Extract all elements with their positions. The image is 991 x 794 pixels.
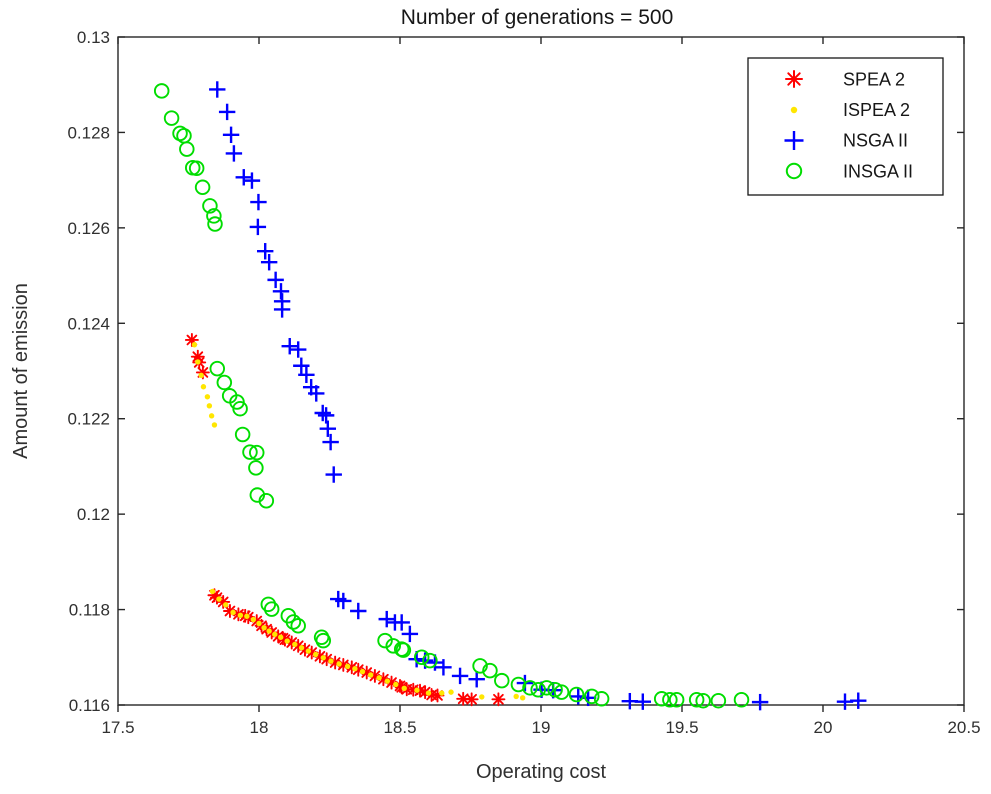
x-tick-label: 20.5 bbox=[947, 718, 980, 737]
legend-box bbox=[747, 57, 944, 196]
x-tick-label: 19.5 bbox=[665, 718, 698, 737]
y-axis-label: Amount of emission bbox=[10, 283, 32, 459]
y-tick-label: 0.13 bbox=[77, 28, 110, 47]
y-tick-label: 0.122 bbox=[67, 410, 110, 429]
x-tick-label: 17.5 bbox=[101, 718, 134, 737]
y-tick-label: 0.126 bbox=[67, 219, 110, 238]
legend-label-ispea2: ISPEA 2 bbox=[843, 100, 910, 120]
dot-marker-icon bbox=[790, 106, 798, 114]
legend-item-spea2: SPEA 2 bbox=[785, 70, 905, 90]
plus-marker-icon bbox=[784, 131, 804, 150]
legend-label-nsga2: NSGA II bbox=[843, 131, 908, 151]
circle-marker-icon bbox=[785, 162, 803, 180]
x-tick-label: 20 bbox=[814, 718, 833, 737]
y-tick-label: 0.124 bbox=[67, 314, 110, 333]
y-tick-label: 0.12 bbox=[77, 505, 110, 524]
legend-label-spea2: SPEA 2 bbox=[843, 70, 905, 90]
series-insga-ii bbox=[153, 83, 750, 709]
y-tick-label: 0.128 bbox=[67, 123, 110, 142]
chart-title: Number of generations = 500 bbox=[401, 6, 674, 29]
plot-generated-layer: 17.5 18 18.5 19 19.5 20 20.5 0.116 0.118 0.12 0.12… bbox=[67, 28, 980, 737]
y-tick-label: 0.118 bbox=[69, 601, 110, 620]
asterisk-marker-icon bbox=[785, 70, 803, 88]
x-tick-label: 18.5 bbox=[383, 718, 416, 737]
x-tick-label: 19 bbox=[532, 718, 551, 737]
series-ispea-2 bbox=[191, 342, 526, 701]
legend: SPEA 2 ISPEA 2 NSGA II INSGA II bbox=[747, 57, 944, 196]
y-tick-label: 0.116 bbox=[69, 696, 110, 715]
legend-item-ispea2: ISPEA 2 bbox=[790, 100, 910, 120]
series-nsga-ii bbox=[209, 81, 867, 711]
legend-label-insga2: INSGA II bbox=[843, 162, 913, 182]
legend-item-nsga2: NSGA II bbox=[784, 131, 908, 151]
plot-area bbox=[117, 36, 965, 706]
x-tick-label: 18 bbox=[250, 718, 269, 737]
legend-item-insga2: INSGA II bbox=[785, 162, 913, 182]
x-axis-label: Operating cost bbox=[476, 761, 607, 783]
